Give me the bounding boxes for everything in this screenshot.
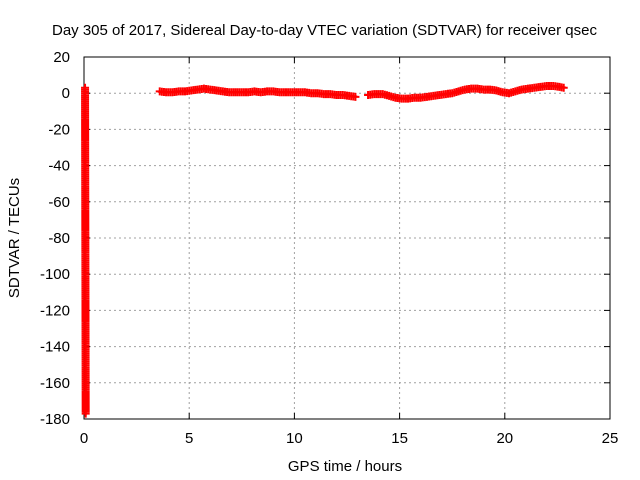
x-axis-label: GPS time / hours [288, 458, 402, 475]
data-point [559, 83, 568, 92]
x-tick-label: 5 [185, 430, 193, 447]
y-tick-label: -100 [40, 266, 70, 283]
y-tick-label: 0 [62, 85, 70, 102]
x-tick-label: 15 [391, 430, 408, 447]
chart-title: Day 305 of 2017, Sidereal Day-to-day VTE… [52, 22, 597, 39]
data-point [351, 92, 360, 101]
y-tick-label: -80 [48, 230, 70, 247]
y-tick-label: 20 [53, 49, 70, 66]
x-tick-label: 25 [602, 430, 619, 447]
x-tick-label: 20 [496, 430, 513, 447]
grid [84, 57, 610, 419]
y-tick-label: -120 [40, 302, 70, 319]
y-tick-label: -60 [48, 194, 70, 211]
y-tick-label: -20 [48, 121, 70, 138]
x-tick-label: 0 [80, 430, 88, 447]
y-tick-label: -160 [40, 375, 70, 392]
y-tick-label: -140 [40, 339, 70, 356]
data-point [81, 409, 90, 418]
y-tick-label: -40 [48, 158, 70, 175]
y-axis-label: SDTVAR / TECUs [6, 178, 23, 298]
data-points [81, 81, 568, 418]
y-tick-label: -180 [40, 411, 70, 428]
axis-ticks: 0 5 10 15 20 25 20 0 -20 -40 -60 -80 -100 -120 -140 -16… [40, 49, 618, 447]
x-tick-label: 10 [286, 430, 303, 447]
plot-frame [83, 56, 611, 420]
